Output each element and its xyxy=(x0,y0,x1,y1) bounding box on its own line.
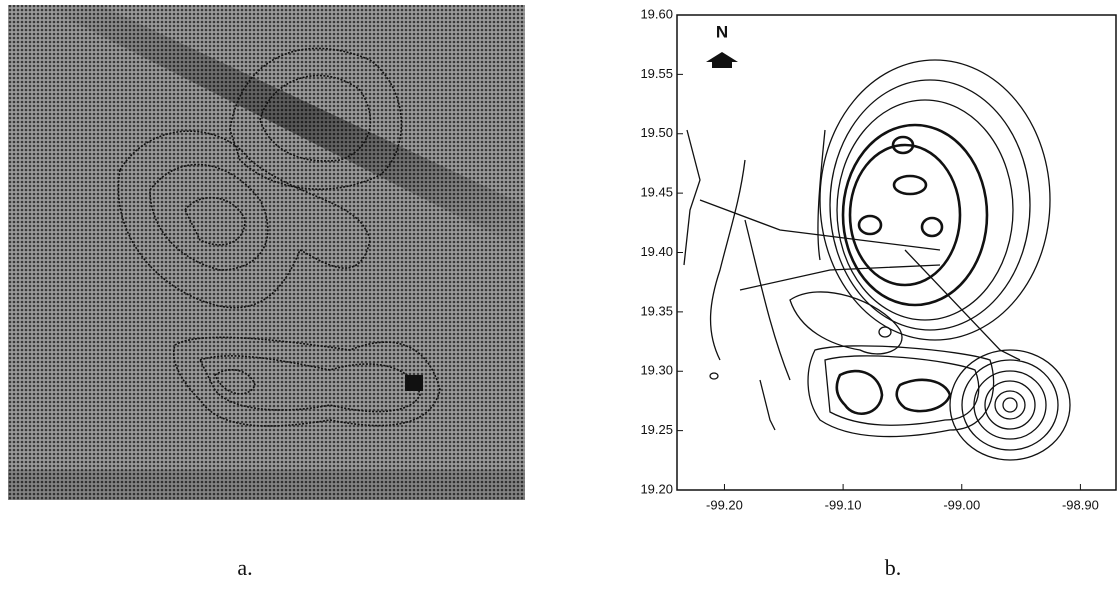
y-tick-label: 19.30 xyxy=(640,363,673,378)
caption: b. xyxy=(885,555,902,580)
y-tick-label: 19.45 xyxy=(640,185,673,200)
image xyxy=(8,5,525,500)
north-label: N xyxy=(716,22,728,41)
caption: a. xyxy=(237,555,252,580)
y-tick-label: 19.50 xyxy=(640,125,673,140)
x-tick-label: -99.00 xyxy=(943,497,980,512)
panel-b: N xyxy=(677,15,1116,490)
panel-a xyxy=(8,5,525,500)
roads xyxy=(684,130,1020,430)
y-tick-label: 19.25 xyxy=(640,422,673,437)
x-tick-label: -99.10 xyxy=(825,497,862,512)
x-tick-label: -99.20 xyxy=(706,497,743,512)
y-tick-label: 19.40 xyxy=(640,244,673,259)
contours xyxy=(790,60,1070,460)
figure: a. N xyxy=(0,0,1117,606)
y-tick-label: 19.60 xyxy=(640,6,673,21)
y-tick-label: 19.35 xyxy=(640,303,673,318)
north-arrow xyxy=(706,52,738,68)
plot-frame xyxy=(677,15,1116,490)
x-tick-label: -98.90 xyxy=(1062,497,1099,512)
y-tick-label: 19.55 xyxy=(640,66,673,81)
y-tick-label: 19.20 xyxy=(640,481,673,496)
